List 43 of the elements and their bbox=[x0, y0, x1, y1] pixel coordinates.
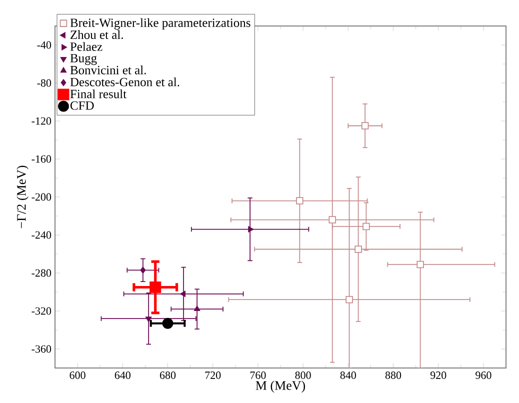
legend-label: Final result bbox=[70, 89, 126, 98]
legend-label: Pelaez bbox=[70, 42, 102, 51]
legend-label: Zhou et al. bbox=[70, 30, 123, 40]
legend-label: Bugg bbox=[70, 54, 97, 65]
point bbox=[346, 296, 353, 304]
y-tick-label: -280 bbox=[32, 269, 52, 277]
point bbox=[328, 216, 336, 224]
legend-label: CFD bbox=[70, 101, 94, 110]
legend-label: Breit-Wigner-like parameterizations bbox=[70, 18, 250, 30]
y-tick-label: -200 bbox=[32, 193, 52, 201]
x-tick-label: 760 bbox=[250, 372, 266, 379]
x-tick-label: 840 bbox=[340, 372, 356, 379]
x-tick-label: 920 bbox=[430, 372, 446, 379]
x-tick-label: 680 bbox=[160, 372, 176, 379]
point bbox=[354, 246, 362, 253]
point bbox=[150, 281, 162, 294]
point bbox=[194, 306, 200, 312]
x-tick-label: 600 bbox=[70, 372, 86, 379]
x-tick-label: 880 bbox=[385, 372, 402, 379]
point bbox=[416, 260, 424, 268]
x-tick-label: 720 bbox=[205, 372, 221, 379]
x-axis-title: M (MeV) bbox=[256, 380, 306, 393]
point bbox=[180, 290, 186, 297]
y-axis-title: −Γ/2 (MeV) bbox=[16, 166, 28, 228]
point bbox=[361, 122, 369, 130]
x-tick-label: 640 bbox=[114, 372, 130, 379]
point bbox=[248, 226, 254, 232]
point bbox=[362, 222, 370, 230]
x-tick-label: 960 bbox=[476, 372, 492, 379]
point bbox=[296, 197, 304, 204]
x-tick-label: 800 bbox=[295, 372, 311, 379]
point bbox=[162, 318, 174, 329]
y-tick-label: -240 bbox=[32, 231, 52, 239]
y-tick-label: -40 bbox=[37, 41, 52, 49]
y-tick-label: -160 bbox=[32, 155, 52, 163]
point bbox=[140, 266, 146, 274]
y-tick-label: -80 bbox=[37, 79, 52, 87]
y-tick-label: -120 bbox=[32, 117, 52, 125]
legend-label: Descotes-Genon et al. bbox=[70, 77, 180, 86]
y-tick-label: -360 bbox=[32, 345, 52, 353]
point bbox=[146, 316, 152, 322]
y-tick-label: -320 bbox=[32, 307, 52, 315]
legend-label: Bonvicini et al. bbox=[70, 66, 146, 74]
